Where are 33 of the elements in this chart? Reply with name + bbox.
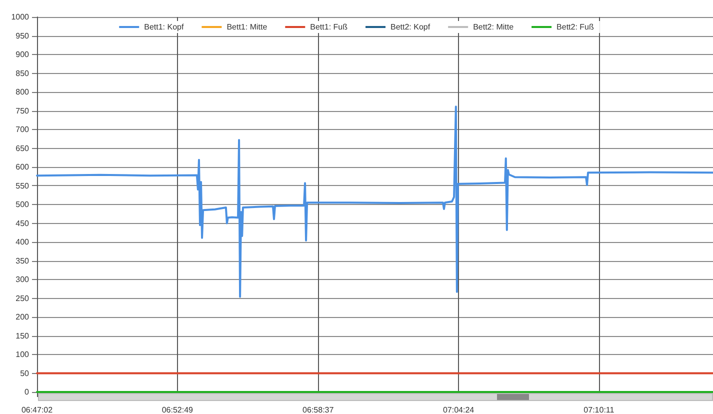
y-tick-label: 650 [16, 144, 30, 153]
y-tick-label: 1000 [11, 12, 30, 22]
y-tick-label: 800 [16, 88, 30, 96]
y-tick-label: 250 [16, 294, 30, 303]
y-tick-label: 450 [16, 218, 30, 228]
y-tick-label: 200 [16, 312, 30, 322]
y-tick-label: 0 [24, 388, 30, 396]
x-tick-label: 07:04:24 [442, 406, 475, 414]
legend-label: Bett2: Mitte [473, 22, 514, 32]
legend-label: Bett1: Mitte [226, 22, 268, 32]
y-tick-label: 700 [16, 125, 30, 134]
legend-label: Bett2: Fuß [556, 22, 594, 32]
legend-label: Bett1: Fuß [310, 22, 348, 32]
y-tick-label: 100 [16, 350, 30, 359]
y-tick-label: 150 [16, 331, 30, 340]
y-tick-label: 350 [16, 256, 30, 266]
y-tick-label: 950 [16, 31, 30, 40]
y-tick-label: 850 [16, 68, 30, 78]
y-tick-label: 400 [16, 238, 30, 246]
y-tick-label: 550 [16, 181, 30, 190]
y-tick-label: 750 [16, 106, 30, 116]
legend-label: Bett1: Kopf [144, 22, 184, 32]
x-tick-label: 07:10:11 [584, 406, 615, 414]
x-tick-label: 06:47:02 [21, 406, 54, 414]
y-tick-label: 300 [16, 275, 30, 284]
y-tick-label: 600 [16, 162, 30, 172]
y-tick-label: 900 [16, 50, 30, 59]
legend-label: Bett2: Kopf [390, 22, 431, 32]
line-series [36, 106, 713, 298]
y-tick-label: 50 [20, 368, 30, 378]
y-tick-label: 500 [16, 200, 30, 209]
x-tick-label: 06:52:49 [162, 406, 194, 414]
x-tick-label: 06:58:37 [302, 406, 334, 414]
